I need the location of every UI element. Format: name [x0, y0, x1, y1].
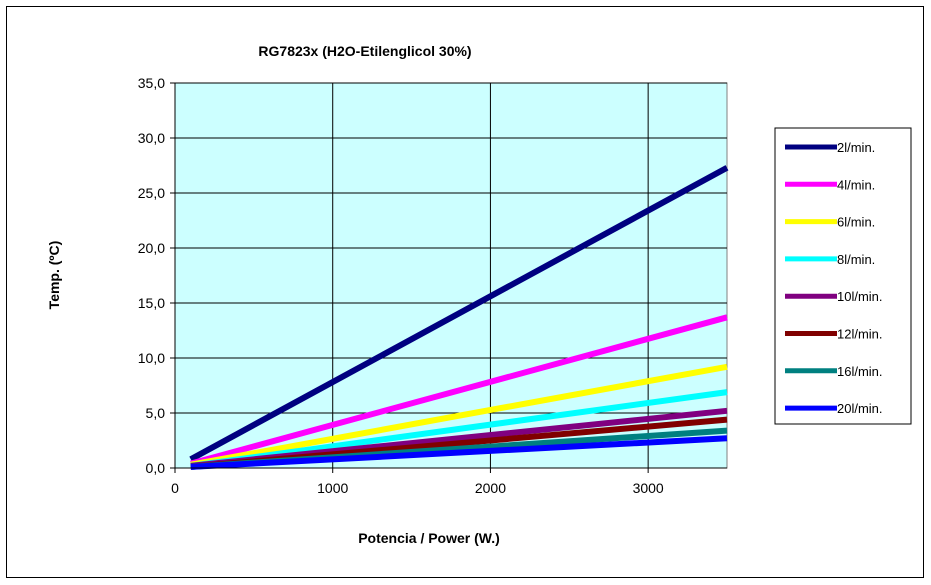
- y-tick-label: 0,0: [146, 460, 166, 476]
- y-tick-label: 30,0: [138, 130, 165, 146]
- series-line-3: [190, 363, 728, 468]
- plot-area: [174, 82, 728, 469]
- legend: 2l/min. 4l/min. 6l/min. 8l/min. 10l/min. 12l/…: [774, 127, 912, 425]
- series-lines: [189, 165, 729, 470]
- chart-title: RG7823x (H2O-Etilenglicol 30%): [258, 43, 471, 59]
- legend-label-3: 6l/min.: [837, 215, 875, 230]
- legend-label-7: 16l/min.: [837, 364, 883, 379]
- x-tick-label: 1000: [317, 480, 348, 496]
- legend-box: [774, 127, 912, 425]
- x-tick-label: 3000: [633, 480, 664, 496]
- y-axis: 0,0 5,0 10,0 15,0 20,0 25,0 30,0 35,0: [138, 75, 176, 476]
- y-axis-label: Temp. (ºC): [46, 241, 62, 310]
- series-line-2: [189, 314, 728, 467]
- legend-label-5: 10l/min.: [837, 289, 883, 304]
- legend-label-1: 2l/min.: [837, 140, 875, 155]
- legend-label-4: 8l/min.: [837, 252, 875, 267]
- chart-frame: RG7823x (H2O-Etilenglicol 30%) 0,0 5,0 10,…: [6, 6, 924, 578]
- legend-label-6: 12l/min.: [837, 327, 883, 342]
- y-tick-label: 5,0: [146, 405, 166, 421]
- legend-items: 2l/min. 4l/min. 6l/min. 8l/min. 10l/min. 12l/…: [785, 140, 883, 416]
- x-tick-label: 2000: [475, 480, 506, 496]
- series-line-4: [190, 389, 728, 469]
- y-tick-label: 15,0: [138, 295, 165, 311]
- y-tick-label: 20,0: [138, 240, 165, 256]
- y-tick-label: 10,0: [138, 350, 165, 366]
- y-tick-label: 35,0: [138, 75, 165, 91]
- chart-svg: RG7823x (H2O-Etilenglicol 30%) 0,0 5,0 10,…: [46, 43, 912, 546]
- x-tick-label: 0: [171, 480, 179, 496]
- series-line-8: [190, 435, 728, 470]
- x-axis-label: Potencia / Power (W.): [358, 530, 500, 546]
- legend-label-2: 4l/min.: [837, 177, 875, 192]
- legend-label-8: 20l/min.: [837, 401, 883, 416]
- x-axis: 0 1000 2000 3000: [171, 467, 727, 496]
- y-tick-label: 25,0: [138, 185, 165, 201]
- series-line-1: [189, 165, 729, 462]
